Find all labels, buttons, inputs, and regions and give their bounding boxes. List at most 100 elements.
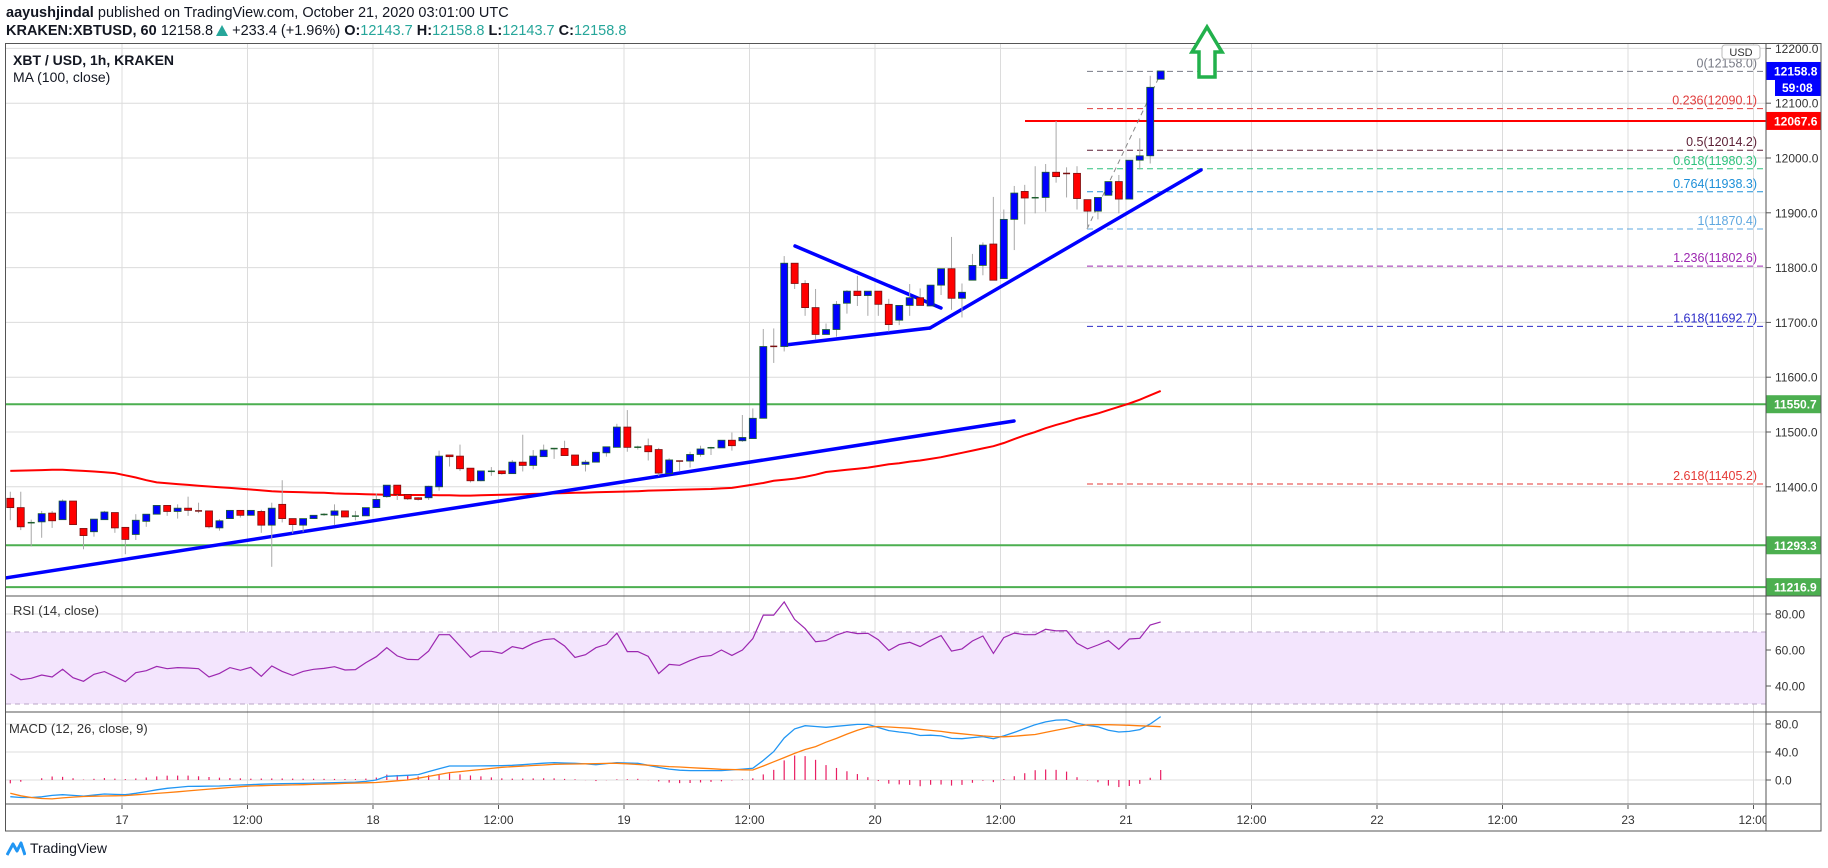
candle[interactable] xyxy=(1094,197,1102,220)
candle[interactable] xyxy=(69,500,77,526)
candle[interactable] xyxy=(508,459,517,475)
candle[interactable] xyxy=(131,514,140,540)
price-pane[interactable]: 0(12158.0) 0.236(12090.1) 0.5(12014.2) 0.61… xyxy=(5,56,1766,589)
time-axis[interactable]: 17 12:00 18 12:00 19 12:00 20 12:00 21 12:00 22 12:… xyxy=(115,804,1769,827)
candle[interactable] xyxy=(205,510,213,529)
author-name[interactable]: aayushjindal xyxy=(6,5,94,21)
candle[interactable] xyxy=(978,242,987,276)
candle[interactable] xyxy=(738,415,747,442)
candle[interactable] xyxy=(27,519,35,547)
candle[interactable] xyxy=(989,196,998,281)
candle[interactable] xyxy=(707,446,715,456)
candle[interactable] xyxy=(215,519,224,531)
candle[interactable] xyxy=(1031,166,1039,214)
candle[interactable] xyxy=(947,236,956,310)
candle[interactable] xyxy=(676,460,684,471)
candle[interactable] xyxy=(100,510,109,521)
macd-pane[interactable] xyxy=(9,716,1162,800)
candle[interactable] xyxy=(195,502,203,514)
candle[interactable] xyxy=(1063,167,1071,198)
candle[interactable] xyxy=(518,434,527,472)
candle[interactable] xyxy=(958,283,966,318)
candle[interactable] xyxy=(968,253,977,281)
candle[interactable] xyxy=(309,514,318,519)
candle[interactable] xyxy=(999,209,1008,279)
candle[interactable] xyxy=(435,450,443,491)
candle[interactable] xyxy=(236,509,245,518)
candle[interactable] xyxy=(1020,184,1029,225)
candle[interactable] xyxy=(571,454,579,466)
candle[interactable] xyxy=(539,444,548,458)
candle[interactable] xyxy=(1010,185,1019,251)
candle[interactable] xyxy=(1125,159,1134,200)
candle[interactable] xyxy=(456,444,464,471)
candle[interactable] xyxy=(278,480,287,523)
candle[interactable] xyxy=(90,518,98,537)
candle[interactable] xyxy=(1041,164,1050,212)
candle[interactable] xyxy=(226,509,234,519)
candle[interactable] xyxy=(58,499,67,521)
candle[interactable] xyxy=(654,447,663,476)
candle[interactable] xyxy=(466,467,475,483)
candle[interactable] xyxy=(884,298,893,332)
rsi-pane[interactable] xyxy=(6,600,1766,705)
candle[interactable] xyxy=(790,262,799,289)
price-axis[interactable]: 12200.0 12100.0 12000.0 11900.0 11800.0 11700… xyxy=(1721,42,1821,788)
candle[interactable] xyxy=(487,467,495,476)
candle[interactable] xyxy=(770,328,778,363)
candle[interactable] xyxy=(686,451,694,468)
candle[interactable] xyxy=(780,256,789,352)
currency-button[interactable] xyxy=(1721,44,1761,60)
candle[interactable] xyxy=(299,518,308,532)
candle[interactable] xyxy=(853,275,862,306)
tradingview-brand[interactable]: TradingView xyxy=(6,840,107,856)
candle[interactable] xyxy=(832,301,841,337)
candle[interactable] xyxy=(163,505,172,516)
candle[interactable] xyxy=(644,438,653,461)
candle[interactable] xyxy=(696,445,705,457)
trendline[interactable] xyxy=(928,168,1203,330)
candle[interactable] xyxy=(822,323,830,335)
candle[interactable] xyxy=(414,497,423,501)
candle[interactable] xyxy=(717,439,726,449)
candle[interactable] xyxy=(382,484,391,498)
candle[interactable] xyxy=(351,510,359,521)
candle[interactable] xyxy=(445,454,454,467)
candle[interactable] xyxy=(288,518,297,534)
candle[interactable] xyxy=(916,288,925,306)
candle[interactable] xyxy=(1135,138,1144,170)
candle[interactable] xyxy=(612,423,621,448)
candle[interactable] xyxy=(581,459,590,472)
candle[interactable] xyxy=(403,494,412,500)
trendline[interactable] xyxy=(5,419,1016,580)
candle[interactable] xyxy=(665,458,674,475)
candle[interactable] xyxy=(393,484,402,500)
candle[interactable] xyxy=(152,505,161,515)
candle[interactable] xyxy=(267,502,276,567)
candle[interactable] xyxy=(79,528,88,550)
candle[interactable] xyxy=(246,509,255,516)
candle[interactable] xyxy=(16,491,25,531)
candle[interactable] xyxy=(1156,70,1165,80)
candle[interactable] xyxy=(759,328,768,419)
candle[interactable] xyxy=(361,507,370,517)
candle[interactable] xyxy=(320,513,328,516)
candle[interactable] xyxy=(937,268,945,295)
candle[interactable] xyxy=(811,288,820,340)
candle[interactable] xyxy=(728,432,736,451)
candle[interactable] xyxy=(1104,181,1113,196)
candle[interactable] xyxy=(6,491,15,521)
candle[interactable] xyxy=(602,446,611,457)
candle[interactable] xyxy=(477,470,485,482)
candle[interactable] xyxy=(372,493,381,509)
candle[interactable] xyxy=(550,447,558,459)
candle[interactable] xyxy=(801,280,810,316)
candle[interactable] xyxy=(1052,120,1060,183)
candle[interactable] xyxy=(905,284,914,316)
candle[interactable] xyxy=(1146,75,1155,164)
candle[interactable] xyxy=(121,526,130,555)
candle[interactable] xyxy=(142,513,151,527)
candle[interactable] xyxy=(560,440,569,456)
candle[interactable] xyxy=(863,290,872,316)
candle[interactable] xyxy=(424,485,433,500)
